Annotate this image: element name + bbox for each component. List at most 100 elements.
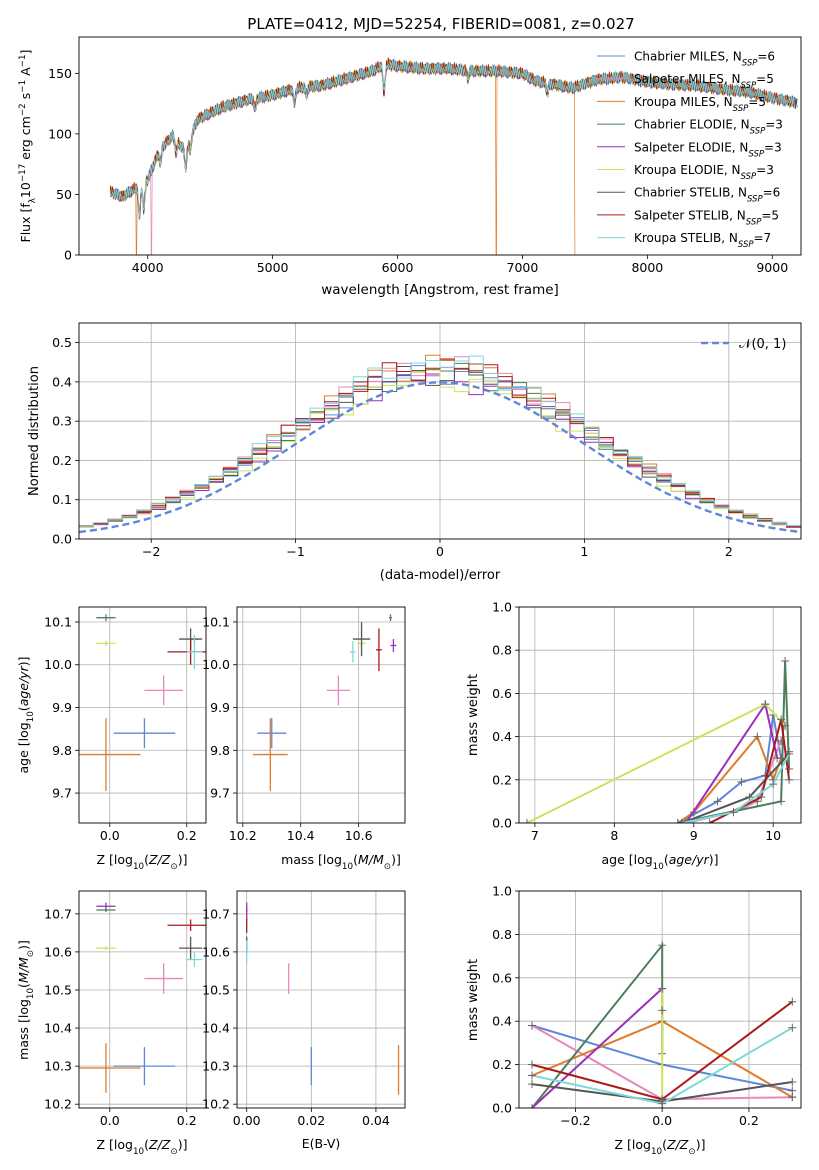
- axes-frame: [236, 890, 406, 1109]
- x-tick-label: 0.0: [652, 1113, 672, 1128]
- x-tick-label: 0.02: [297, 1113, 325, 1128]
- x-tick-label: 8000: [631, 260, 663, 275]
- y-tick-label: 0.0: [492, 1101, 512, 1116]
- x-tick-label: 10.6: [345, 828, 373, 843]
- errorbar-chabrier_stelib: [179, 936, 203, 960]
- y-tick-label: 1.0: [492, 600, 512, 615]
- y-tick-label: 0.8: [492, 927, 512, 942]
- y-tick-label: 0.4: [492, 729, 512, 744]
- weight-marker-chabrier_elodie: [777, 797, 786, 806]
- weight-line-kroupa_stelib: [681, 753, 790, 823]
- weight-marker-kroupa_miles: [753, 732, 762, 741]
- legend-entry-chabrier_miles: Chabrier MILES, NSSP=6: [634, 50, 775, 69]
- x-tick-label: 7: [531, 828, 539, 843]
- errorbar-salpeter_stelib: [376, 628, 382, 672]
- y-tick-label: 9.9: [52, 700, 72, 715]
- gaussian-curve: [79, 381, 801, 534]
- errorbar-salpeter_elodie: [390, 639, 397, 652]
- errorbar-kroupa_stelib: [186, 634, 203, 670]
- weight-marker-kroupa_stelib: [769, 780, 778, 789]
- legend-entry-kroupa_stelib: Kroupa STELIB, NSSP=7: [634, 231, 771, 250]
- y-tick-label: 9.8: [210, 743, 230, 758]
- x-axis-label: age [log10(age/yr)]: [601, 852, 718, 872]
- x-axis-label: mass [log10(M/M⊙)]: [281, 852, 401, 872]
- x-axis-label: (data-model)/error: [380, 568, 501, 583]
- x-tick-label: 7000: [507, 260, 539, 275]
- y-axis-label: mass [log10(M/M⊙)]: [16, 940, 36, 1060]
- errorbar-kroupa_miles: [79, 718, 141, 791]
- y-tick-label: 10.3: [202, 1059, 230, 1074]
- y-tick-label: 50: [56, 187, 72, 202]
- weight-marker-salpeter_elodie: [681, 819, 690, 823]
- weight-marker-salpeter_elodie: [528, 1104, 537, 1108]
- panel-mass_vs_Z: 0.0 0.2 10.2 10.3 10.4 10.5 10.6 10.7 Z [log10(Z…: [16, 890, 207, 1157]
- x-tick-label: 2: [725, 544, 733, 559]
- y-axis-label: Normed distribution: [27, 366, 42, 496]
- weight-marker-kroupa_stelib: [785, 749, 794, 758]
- panel-residuals: −2 −1 0 1 2 0.0 0.1 0.2 0.3 0.4 0.5 (data-model)/er…: [27, 322, 802, 583]
- y-tick-label: 9.7: [210, 786, 230, 801]
- weight-marker-salpeter_stelib: [777, 715, 786, 724]
- weight-marker-kroupa_elodie: [658, 984, 667, 993]
- x-axis-label: Z [log10(Z/Z⊙)]: [97, 1137, 188, 1157]
- figure-title: PLATE=0412, MJD=52254, FIBERID=0081, z=0…: [247, 15, 634, 33]
- plot-area: [519, 607, 801, 823]
- weight-line-chabrier_miles: [677, 714, 783, 823]
- y-tick-label: 0.2: [52, 453, 72, 468]
- axes-frame: [518, 890, 802, 1109]
- panel-mass_vs_ebv: 0.00 0.02 0.04 10.2 10.3 10.4 10.5 10.6 10.7 E(B-…: [202, 890, 406, 1151]
- y-tick-label: 0.0: [492, 816, 512, 831]
- x-tick-label: −1: [286, 544, 304, 559]
- errorbar-kroupa_elodie: [96, 946, 116, 951]
- errorbar-kroupa_miles: [252, 718, 288, 791]
- y-tick-label: 10.0: [44, 657, 72, 672]
- x-tick-label: 0.04: [362, 1113, 390, 1128]
- legend-entry-kroupa_elodie: Kroupa ELODIE, NSSP=3: [634, 163, 774, 182]
- legend-entry-salpeter_miles: Salpeter MILES, NSSP=5: [634, 72, 774, 91]
- plot-layer: [519, 891, 801, 1108]
- y-tick-label: 10.2: [44, 1097, 72, 1112]
- y-axis-label: age [log10(age/yr)]: [16, 656, 36, 773]
- y-axis-label: mass weight: [466, 959, 481, 1041]
- x-tick-label: 8: [610, 828, 618, 843]
- plot-area: [79, 891, 206, 1108]
- x-tick-label: −2: [142, 544, 160, 559]
- panel-age_vs_mass: 10.2 10.4 10.6 9.7 9.8 9.9 10.0 10.1 mass [log10…: [202, 606, 406, 872]
- y-tick-label: 0.2: [492, 1057, 512, 1072]
- legend-entry-gaussian: 𝒩(0, 1): [739, 337, 786, 352]
- errorbar-chabrier_elodie: [389, 614, 392, 622]
- y-tick-label: 1.0: [492, 884, 512, 899]
- y-tick-label: 10.5: [202, 982, 230, 997]
- y-axis-label: Flux [fλ10−17 erg cm−2 s−1 A−1]: [18, 50, 38, 243]
- y-tick-label: 0.4: [52, 374, 72, 389]
- errorbar-salpeter_miles: [326, 675, 350, 706]
- errorbar-kroupa_stelib: [186, 951, 203, 968]
- errorbar-chabrier_miles: [257, 718, 287, 749]
- y-tick-label: 10.2: [202, 1097, 230, 1112]
- histogram-kroupa_stelib: [79, 355, 801, 539]
- y-tick-label: 0.1: [52, 492, 72, 507]
- errorbar-salpeter_elodie: [96, 902, 116, 911]
- legend-entry-chabrier_stelib: Chabrier STELIB, NSSP=6: [634, 186, 780, 205]
- y-axis-label: mass weight: [466, 674, 481, 756]
- legend: Chabrier MILES, NSSP=6 Salpeter MILES, NS…: [597, 50, 783, 250]
- panel-weight_vs_Z: −0.2 0.0 0.2 0.0 0.2 0.4 0.6 0.8 1.0 Z [log10(Z/Z…: [466, 884, 802, 1157]
- y-tick-label: 10.0: [202, 657, 230, 672]
- legend-entry-kroupa_miles: Kroupa MILES, NSSP=5: [634, 95, 766, 114]
- x-tick-label: 1: [580, 544, 588, 559]
- x-tick-label: 6000: [382, 260, 414, 275]
- y-tick-label: 10.1: [202, 614, 230, 629]
- weight-marker-chabrier_miles: [737, 777, 746, 786]
- y-tick-label: 9.7: [52, 786, 72, 801]
- x-tick-label: 0.0: [100, 1113, 120, 1128]
- weight-marker-kroupa_elodie: [761, 700, 770, 709]
- errorbar-salpeter_miles: [144, 675, 183, 706]
- axes-frame: [78, 606, 207, 824]
- panel-age_vs_Z: 0.0 0.2 9.7 9.8 9.9 10.0 10.1 Z [log10(Z/Z⊙)] ag…: [16, 606, 207, 872]
- y-tick-label: 0.6: [492, 686, 512, 701]
- errorbar-salpeter_miles: [144, 963, 183, 994]
- weight-marker-chabrier_miles: [713, 797, 722, 806]
- errorbar-salpeter_stelib: [167, 919, 206, 931]
- weight-marker-chabrier_elodie: [781, 657, 790, 665]
- plot-area: [237, 607, 405, 823]
